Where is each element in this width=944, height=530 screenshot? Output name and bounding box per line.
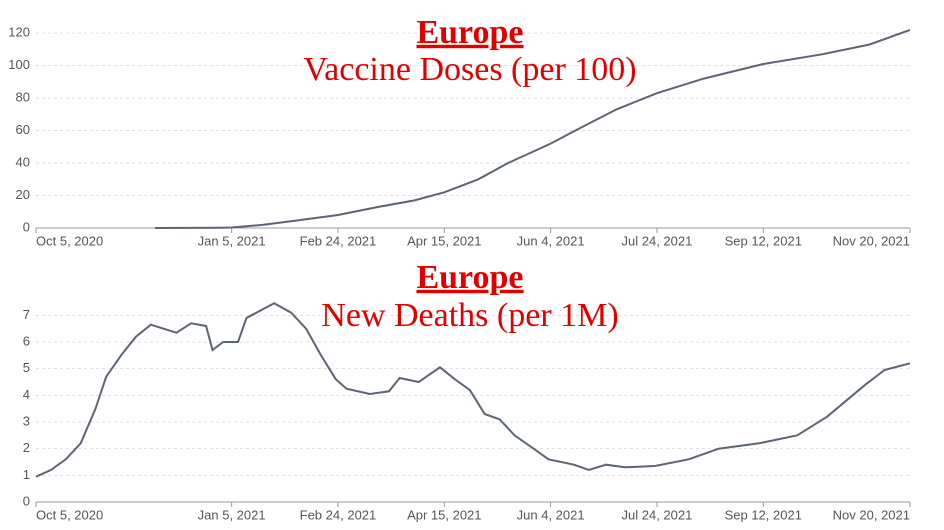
y-tick-label: 5 (23, 360, 30, 375)
x-tick-label: Sep 12, 2021 (725, 233, 802, 248)
x-tick-label: Jan 5, 2021 (198, 507, 266, 522)
chart-subtitle: Vaccine Doses (per 100) (303, 51, 636, 88)
y-tick-label: 3 (23, 413, 30, 428)
x-tick-label: Jun 4, 2021 (517, 233, 585, 248)
y-tick-label: 40 (16, 154, 30, 169)
x-tick-label: Sep 12, 2021 (725, 507, 802, 522)
y-tick-label: 7 (23, 307, 30, 322)
y-tick-label: 20 (16, 187, 30, 202)
y-tick-label: 0 (23, 219, 30, 234)
chart-subtitle: New Deaths (per 1M) (321, 297, 618, 334)
x-tick-label: Apr 15, 2021 (407, 507, 481, 522)
x-tick-label: Feb 24, 2021 (300, 507, 377, 522)
y-tick-label: 4 (23, 387, 30, 402)
x-tick-label: Jan 5, 2021 (198, 233, 266, 248)
y-tick-label: 120 (8, 25, 30, 40)
x-tick-label: Nov 20, 2021 (833, 507, 910, 522)
x-tick-label: Jul 24, 2021 (622, 507, 693, 522)
x-tick-label: Jun 4, 2021 (517, 507, 585, 522)
y-tick-label: 100 (8, 57, 30, 72)
chart-title: Europe (416, 14, 523, 51)
data-line (155, 28, 911, 229)
y-tick-label: 2 (23, 440, 30, 455)
x-tick-label: Jul 24, 2021 (622, 233, 693, 248)
x-tick-label: Feb 24, 2021 (300, 233, 377, 248)
x-tick-label: Apr 15, 2021 (407, 233, 481, 248)
y-tick-label: 80 (16, 90, 30, 105)
y-tick-label: 60 (16, 122, 30, 137)
chart-title: Europe (416, 259, 523, 296)
x-tick-label: Oct 5, 2020 (36, 233, 103, 248)
y-tick-label: 1 (23, 467, 30, 482)
x-tick-label: Oct 5, 2020 (36, 507, 103, 522)
y-tick-label: 0 (23, 493, 30, 508)
y-tick-label: 6 (23, 333, 30, 348)
x-tick-label: Nov 20, 2021 (833, 233, 910, 248)
data-line (35, 302, 911, 478)
